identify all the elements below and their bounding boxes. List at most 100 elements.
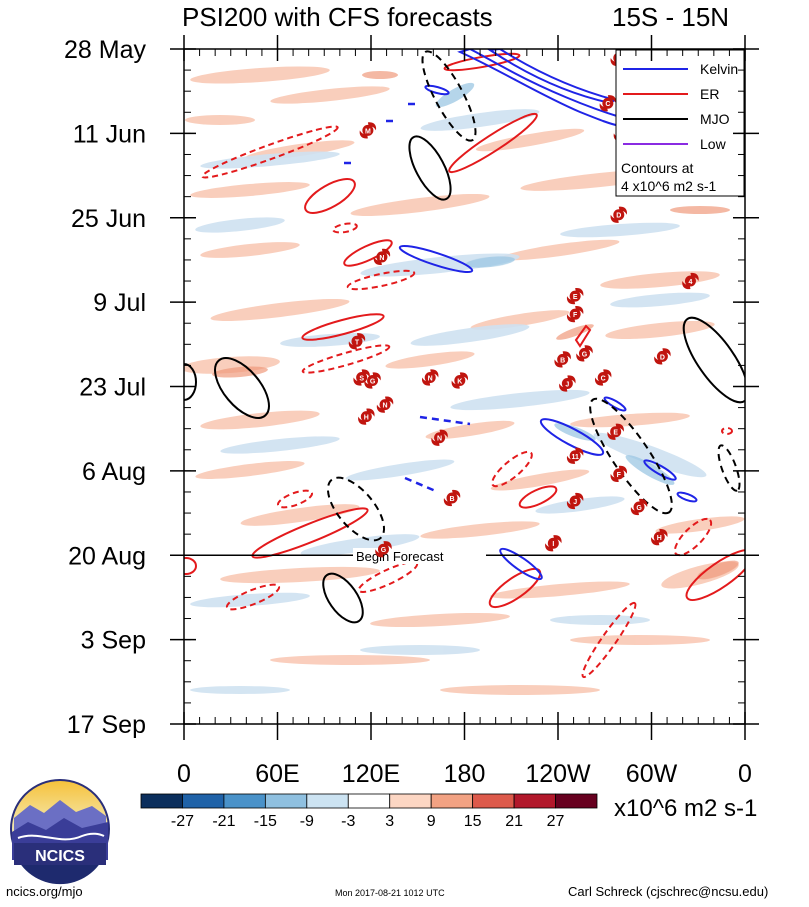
- storm-center-icon: [360, 411, 372, 423]
- colorbar-swatch: [347, 793, 391, 809]
- storm-arm-icon: [607, 95, 617, 104]
- storm-arm-icon: [366, 408, 375, 417]
- colorbar-swatch: [555, 793, 598, 809]
- storm-label: D: [616, 213, 621, 220]
- storm-label: C: [605, 101, 610, 108]
- storm-center-icon: [578, 347, 590, 359]
- footer-author: Carl Schreck (cjschrec@ncsu.edu): [568, 884, 768, 899]
- storm-arm-icon: [654, 356, 663, 365]
- legend-note-line2: 4 x10^6 m2 s-1: [621, 178, 716, 194]
- y-tick-label: 25 Jun: [71, 205, 146, 233]
- x-axis: 0 60E 120E 180 120W 60W 0: [177, 35, 752, 788]
- storm-marker: D: [654, 348, 671, 365]
- storm-center-icon: [446, 492, 458, 504]
- storm-center-icon: [684, 275, 696, 287]
- storm-marker: B: [554, 351, 571, 368]
- colorbar-tick-label: 3: [385, 813, 394, 830]
- storm-label: F: [617, 472, 622, 479]
- legend-label-mjo: MJO: [700, 111, 730, 127]
- colorbar-swatch: [472, 793, 515, 809]
- storm-center-icon: [424, 371, 436, 383]
- storm-center-icon: [547, 537, 559, 549]
- y-tick-label: 28 May: [64, 36, 146, 64]
- storm-arm-icon: [575, 492, 584, 502]
- footer-url[interactable]: ncics.org/mjo: [6, 884, 83, 899]
- storm-marker: N: [431, 429, 448, 446]
- storm-center-icon: [569, 308, 581, 320]
- x-tick-label: 120W: [525, 760, 591, 788]
- storm-markers: BCMCCDN4EFTGBDCSGNKJNHEN11FBJGIHG: [348, 49, 699, 558]
- storm-arm-icon: [385, 396, 394, 405]
- storm-label: G: [636, 505, 642, 512]
- colorbar-swatch: [513, 793, 556, 809]
- storm-marker: N: [421, 369, 439, 386]
- y-tick-label: 6 Aug: [82, 458, 146, 486]
- storm-arm-icon: [356, 333, 366, 342]
- storm-marker: G: [364, 372, 381, 389]
- colorbar-tick-label: -15: [254, 813, 277, 830]
- storm-center-icon: [379, 399, 391, 411]
- y-tick-label: 3 Sep: [81, 627, 146, 655]
- storm-marker: F: [610, 465, 628, 483]
- storm-marker: S: [353, 369, 370, 386]
- colorbar-tick-label: -3: [341, 813, 355, 830]
- colorbar-tick-label: -9: [300, 813, 314, 830]
- storm-arm-icon: [383, 541, 392, 550]
- storm-label: G: [582, 351, 588, 358]
- storm-label: E: [573, 294, 578, 301]
- storm-center-icon: [597, 371, 609, 383]
- legend: Kelvin ER MJO Low Contours at 4 x10^6 m2…: [615, 49, 745, 197]
- legend-label-low: Low: [700, 136, 727, 152]
- storm-arm-icon: [381, 248, 391, 257]
- storm-center-icon: [351, 335, 363, 347]
- storm-label: 4: [689, 279, 693, 286]
- plot-area: Begin Forecast BCMCCDN4EFTGBDCSGNKJNHEN1…: [183, 48, 746, 725]
- storm-center-icon: [569, 290, 581, 302]
- storm-arm-icon: [566, 455, 576, 464]
- storm-label: N: [428, 375, 433, 382]
- storm-label: J: [565, 381, 569, 388]
- storm-arm-icon: [599, 103, 608, 112]
- storm-arm-icon: [359, 130, 368, 139]
- storm-center-icon: [656, 350, 668, 362]
- storm-center-icon: [561, 377, 573, 389]
- storm-label: F: [573, 312, 578, 319]
- storm-arm-icon: [575, 287, 584, 297]
- storm-arm-icon: [375, 549, 384, 558]
- storm-arm-icon: [630, 507, 640, 516]
- colorbar-swatch: [389, 793, 432, 809]
- storm-arm-icon: [607, 431, 616, 440]
- storm-center-icon: [613, 209, 625, 221]
- storm-arm-icon: [554, 359, 563, 368]
- colorbar-swatch: [223, 793, 266, 809]
- storm-marker: E: [566, 287, 584, 305]
- storm-label: I: [552, 541, 554, 548]
- storm-marker: G: [576, 345, 593, 362]
- storm-center-icon: [569, 495, 581, 507]
- x-tick-label: 60E: [255, 760, 299, 788]
- storm-label: S: [359, 375, 364, 382]
- chart-title: PSI200 with CFS forecasts: [182, 2, 493, 32]
- storm-arm-icon: [459, 372, 469, 381]
- y-tick-label: 9 Jul: [93, 289, 146, 317]
- storm-label: K: [457, 378, 462, 385]
- legend-label-kelvin: Kelvin: [700, 61, 738, 77]
- storm-center-icon: [454, 374, 466, 386]
- storm-arm-icon: [367, 122, 377, 131]
- storm-arm-icon: [594, 377, 604, 386]
- storm-marker: C: [599, 95, 617, 112]
- storm-marker: G: [375, 541, 392, 558]
- storm-arm-icon: [372, 372, 381, 381]
- storm-label: T: [355, 339, 360, 346]
- storm-arm-icon: [690, 272, 699, 282]
- storm-marker: H: [651, 529, 668, 546]
- storm-marker: F: [566, 306, 584, 323]
- storm-label: D: [660, 354, 665, 361]
- legend-note-line1: Contours at: [621, 160, 693, 176]
- storm-center-icon: [557, 353, 569, 365]
- y-tick-label: 23 Jul: [79, 374, 146, 402]
- storm-label: H: [657, 535, 662, 542]
- storm-arm-icon: [615, 423, 624, 432]
- storm-arm-icon: [584, 345, 593, 354]
